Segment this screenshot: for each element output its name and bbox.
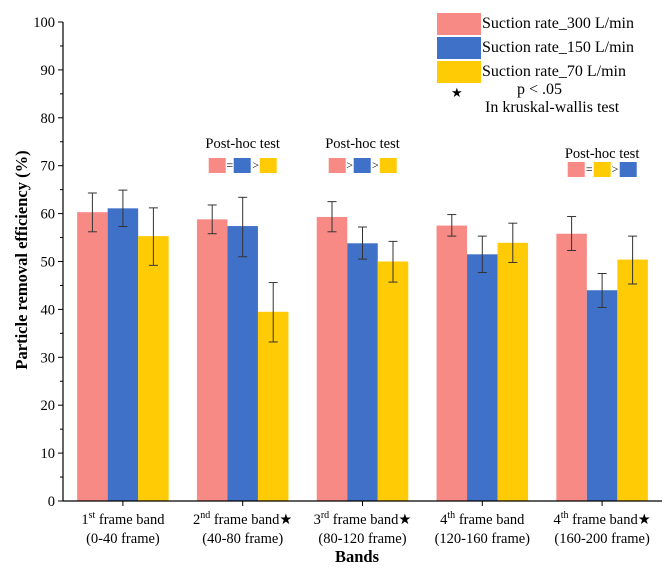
bar <box>257 311 289 501</box>
bar <box>138 236 169 501</box>
x-tick-label: 4th frame band <box>440 510 525 528</box>
bar <box>196 219 228 501</box>
posthoc-operator: > <box>611 162 619 176</box>
legend-pvalue: p < .05 <box>517 81 563 98</box>
x-tick-sublabel: (120-160 frame) <box>435 531 531 547</box>
x-tick-sublabel: (0-40 frame) <box>86 531 160 547</box>
bar <box>347 243 378 501</box>
posthoc-swatch <box>354 158 371 173</box>
y-tick-label: 80 <box>41 111 56 127</box>
x-tick-label: 3rd frame band★ <box>314 510 412 528</box>
x-tick-sublabel: (160-200 frame) <box>554 531 650 547</box>
posthoc-title: Post-hoc test <box>325 136 400 152</box>
bar <box>436 225 468 501</box>
bar <box>467 254 498 501</box>
y-tick-label: 30 <box>41 350 56 366</box>
legend-swatch-150 <box>437 37 481 59</box>
bar <box>497 242 529 501</box>
y-axis-title: Particle removal efficiency (%) <box>12 150 31 369</box>
legend-star-note: ★ p < .05 In kruskal-wallis test <box>437 81 669 121</box>
posthoc-swatch <box>259 158 277 173</box>
y-tick-label: 90 <box>41 63 56 79</box>
legend-label-70: Suction rate_70 L/min <box>482 63 626 80</box>
star-icon: ★ <box>451 85 463 100</box>
legend-swatch-300 <box>437 13 481 35</box>
legend-label-150: Suction rate_150 L/min <box>482 39 634 56</box>
y-tick-label: 40 <box>41 302 56 318</box>
bar <box>227 226 258 501</box>
bar <box>77 212 108 501</box>
bar <box>586 290 618 501</box>
posthoc-operator: = <box>226 158 234 172</box>
posthoc-swatch <box>379 158 397 173</box>
y-tick-label: 0 <box>48 494 55 510</box>
x-tick-label: 2nd frame band★ <box>193 510 293 528</box>
legend: Suction rate_300 L/min Suction rate_150 … <box>437 13 669 121</box>
x-axis-title: Bands <box>335 547 380 566</box>
y-tick-label: 10 <box>41 446 56 462</box>
x-tick-sublabel: (80-120 frame) <box>318 531 406 547</box>
posthoc-title: Post-hoc test <box>564 146 640 162</box>
posthoc-operator: > <box>346 158 353 172</box>
posthoc-swatch <box>619 162 637 177</box>
bar <box>556 233 587 501</box>
bar <box>377 261 409 501</box>
y-tick-label: 20 <box>41 398 56 414</box>
y-tick-label: 60 <box>41 207 56 223</box>
bar <box>107 208 139 501</box>
posthoc-swatch <box>593 162 611 177</box>
legend-test-name: In kruskal-wallis test <box>485 99 620 116</box>
bar <box>316 216 348 501</box>
posthoc-swatch <box>567 162 585 177</box>
x-tick-sublabel: (40-80 frame) <box>202 531 283 547</box>
legend-label-300: Suction rate_300 L/min <box>482 15 634 32</box>
legend-item: Suction rate_300 L/min <box>437 13 669 35</box>
posthoc-comparison: = > <box>567 162 637 177</box>
posthoc-operator: > <box>252 158 259 172</box>
posthoc-swatch <box>208 158 226 173</box>
x-tick-label: 1st frame band <box>81 510 165 528</box>
posthoc-title: Post-hoc test <box>205 136 280 152</box>
bar <box>617 259 648 501</box>
y-tick-label: 50 <box>41 255 56 271</box>
y-tick-label: 100 <box>33 15 55 31</box>
posthoc-swatch <box>328 158 346 173</box>
posthoc-comparison: = > <box>208 158 277 173</box>
y-tick-label: 70 <box>41 159 56 175</box>
posthoc-operator: = <box>585 162 593 176</box>
legend-swatch-70 <box>437 61 481 83</box>
x-tick-label: 4th frame band★ <box>553 510 650 528</box>
posthoc-operator: > <box>372 158 379 172</box>
legend-item: Suction rate_150 L/min <box>437 37 669 59</box>
posthoc-comparison: > > <box>328 158 397 173</box>
legend-item: Suction rate_70 L/min <box>437 61 669 83</box>
posthoc-swatch <box>234 158 252 173</box>
